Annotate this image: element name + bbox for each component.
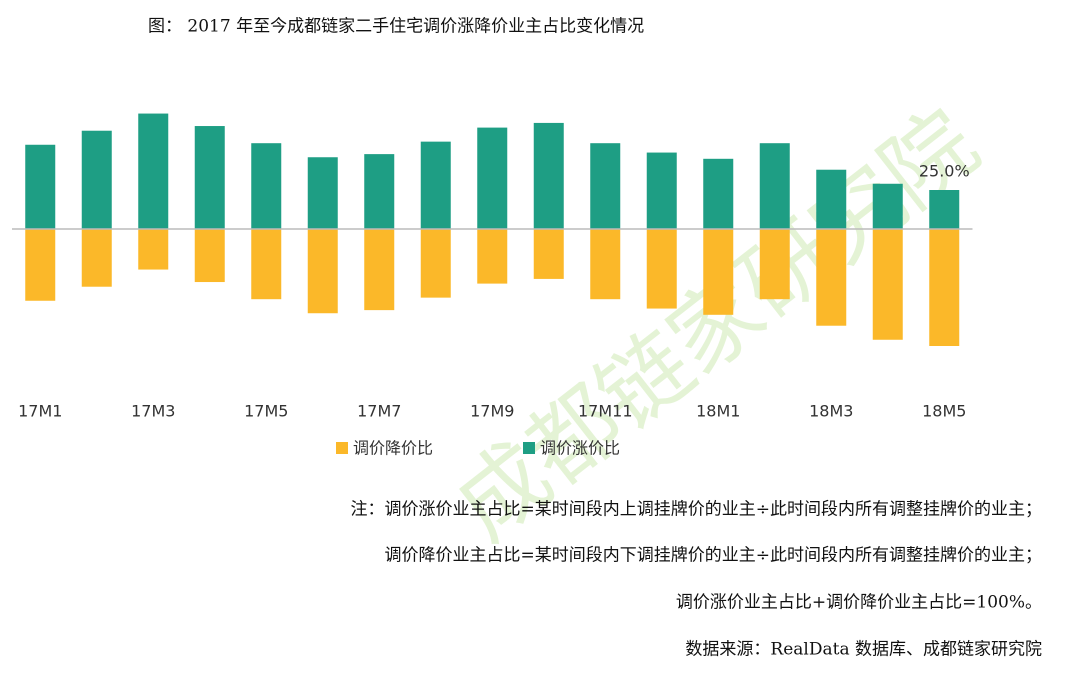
bar	[533, 122, 564, 229]
bar	[25, 144, 56, 229]
bar	[590, 143, 621, 229]
bar	[759, 229, 790, 300]
x-tick-label: 18M1	[696, 402, 740, 421]
bar	[251, 143, 282, 229]
bar	[307, 157, 338, 229]
legend-label: 调价降价比	[353, 439, 433, 458]
bar	[364, 229, 395, 311]
bar	[703, 229, 734, 315]
x-tick-label: 17M1	[18, 402, 62, 421]
note: 调价降价业主占比=某时间段内下调挂牌价的业主÷此时间段内所有调整挂牌价的业主；	[385, 546, 1043, 566]
x-tick-label: 18M3	[809, 402, 853, 421]
bar	[138, 229, 169, 270]
bar	[138, 113, 169, 229]
data-label: 25.0%	[919, 162, 970, 181]
legend-label: 调价涨价比	[540, 439, 620, 458]
bar	[872, 183, 903, 229]
bar	[590, 229, 621, 300]
bar	[307, 229, 338, 314]
chart-title: 图： 2017 年至今成都链家二手住宅调价涨降价业主占比变化情况	[148, 17, 644, 37]
bar	[929, 229, 960, 346]
x-tick-label: 17M7	[357, 402, 401, 421]
note: 调价涨价业主占比+调价降价业主占比=100%。	[676, 593, 1042, 613]
note: 数据来源：RealData 数据库、成都链家研究院	[685, 640, 1042, 660]
bar	[194, 229, 225, 283]
bar	[420, 229, 451, 298]
x-tick-label: 17M3	[131, 402, 175, 421]
bar	[251, 229, 282, 300]
bar	[759, 143, 790, 229]
note: 注：调价涨价业主占比=某时间段内上调挂牌价的业主÷此时间段内所有调整挂牌价的业主…	[351, 500, 1043, 520]
bar	[364, 154, 395, 229]
bar	[872, 229, 903, 340]
bar	[81, 130, 112, 229]
bar	[646, 152, 677, 229]
bar	[25, 229, 56, 301]
x-tick-label: 17M11	[578, 402, 633, 421]
bar	[420, 141, 451, 229]
legend-swatch	[523, 442, 535, 454]
bar	[816, 169, 847, 229]
bar	[477, 229, 508, 284]
legend-swatch	[336, 442, 348, 454]
bar	[816, 229, 847, 326]
bar	[81, 229, 112, 287]
x-tick-label: 18M5	[922, 402, 966, 421]
x-tick-label: 17M9	[470, 402, 514, 421]
bar	[533, 229, 564, 279]
bar	[194, 126, 225, 229]
bar	[929, 190, 960, 229]
x-tick-label: 17M5	[244, 402, 288, 421]
bar	[646, 229, 677, 309]
bar	[703, 158, 734, 229]
bar	[477, 127, 508, 229]
